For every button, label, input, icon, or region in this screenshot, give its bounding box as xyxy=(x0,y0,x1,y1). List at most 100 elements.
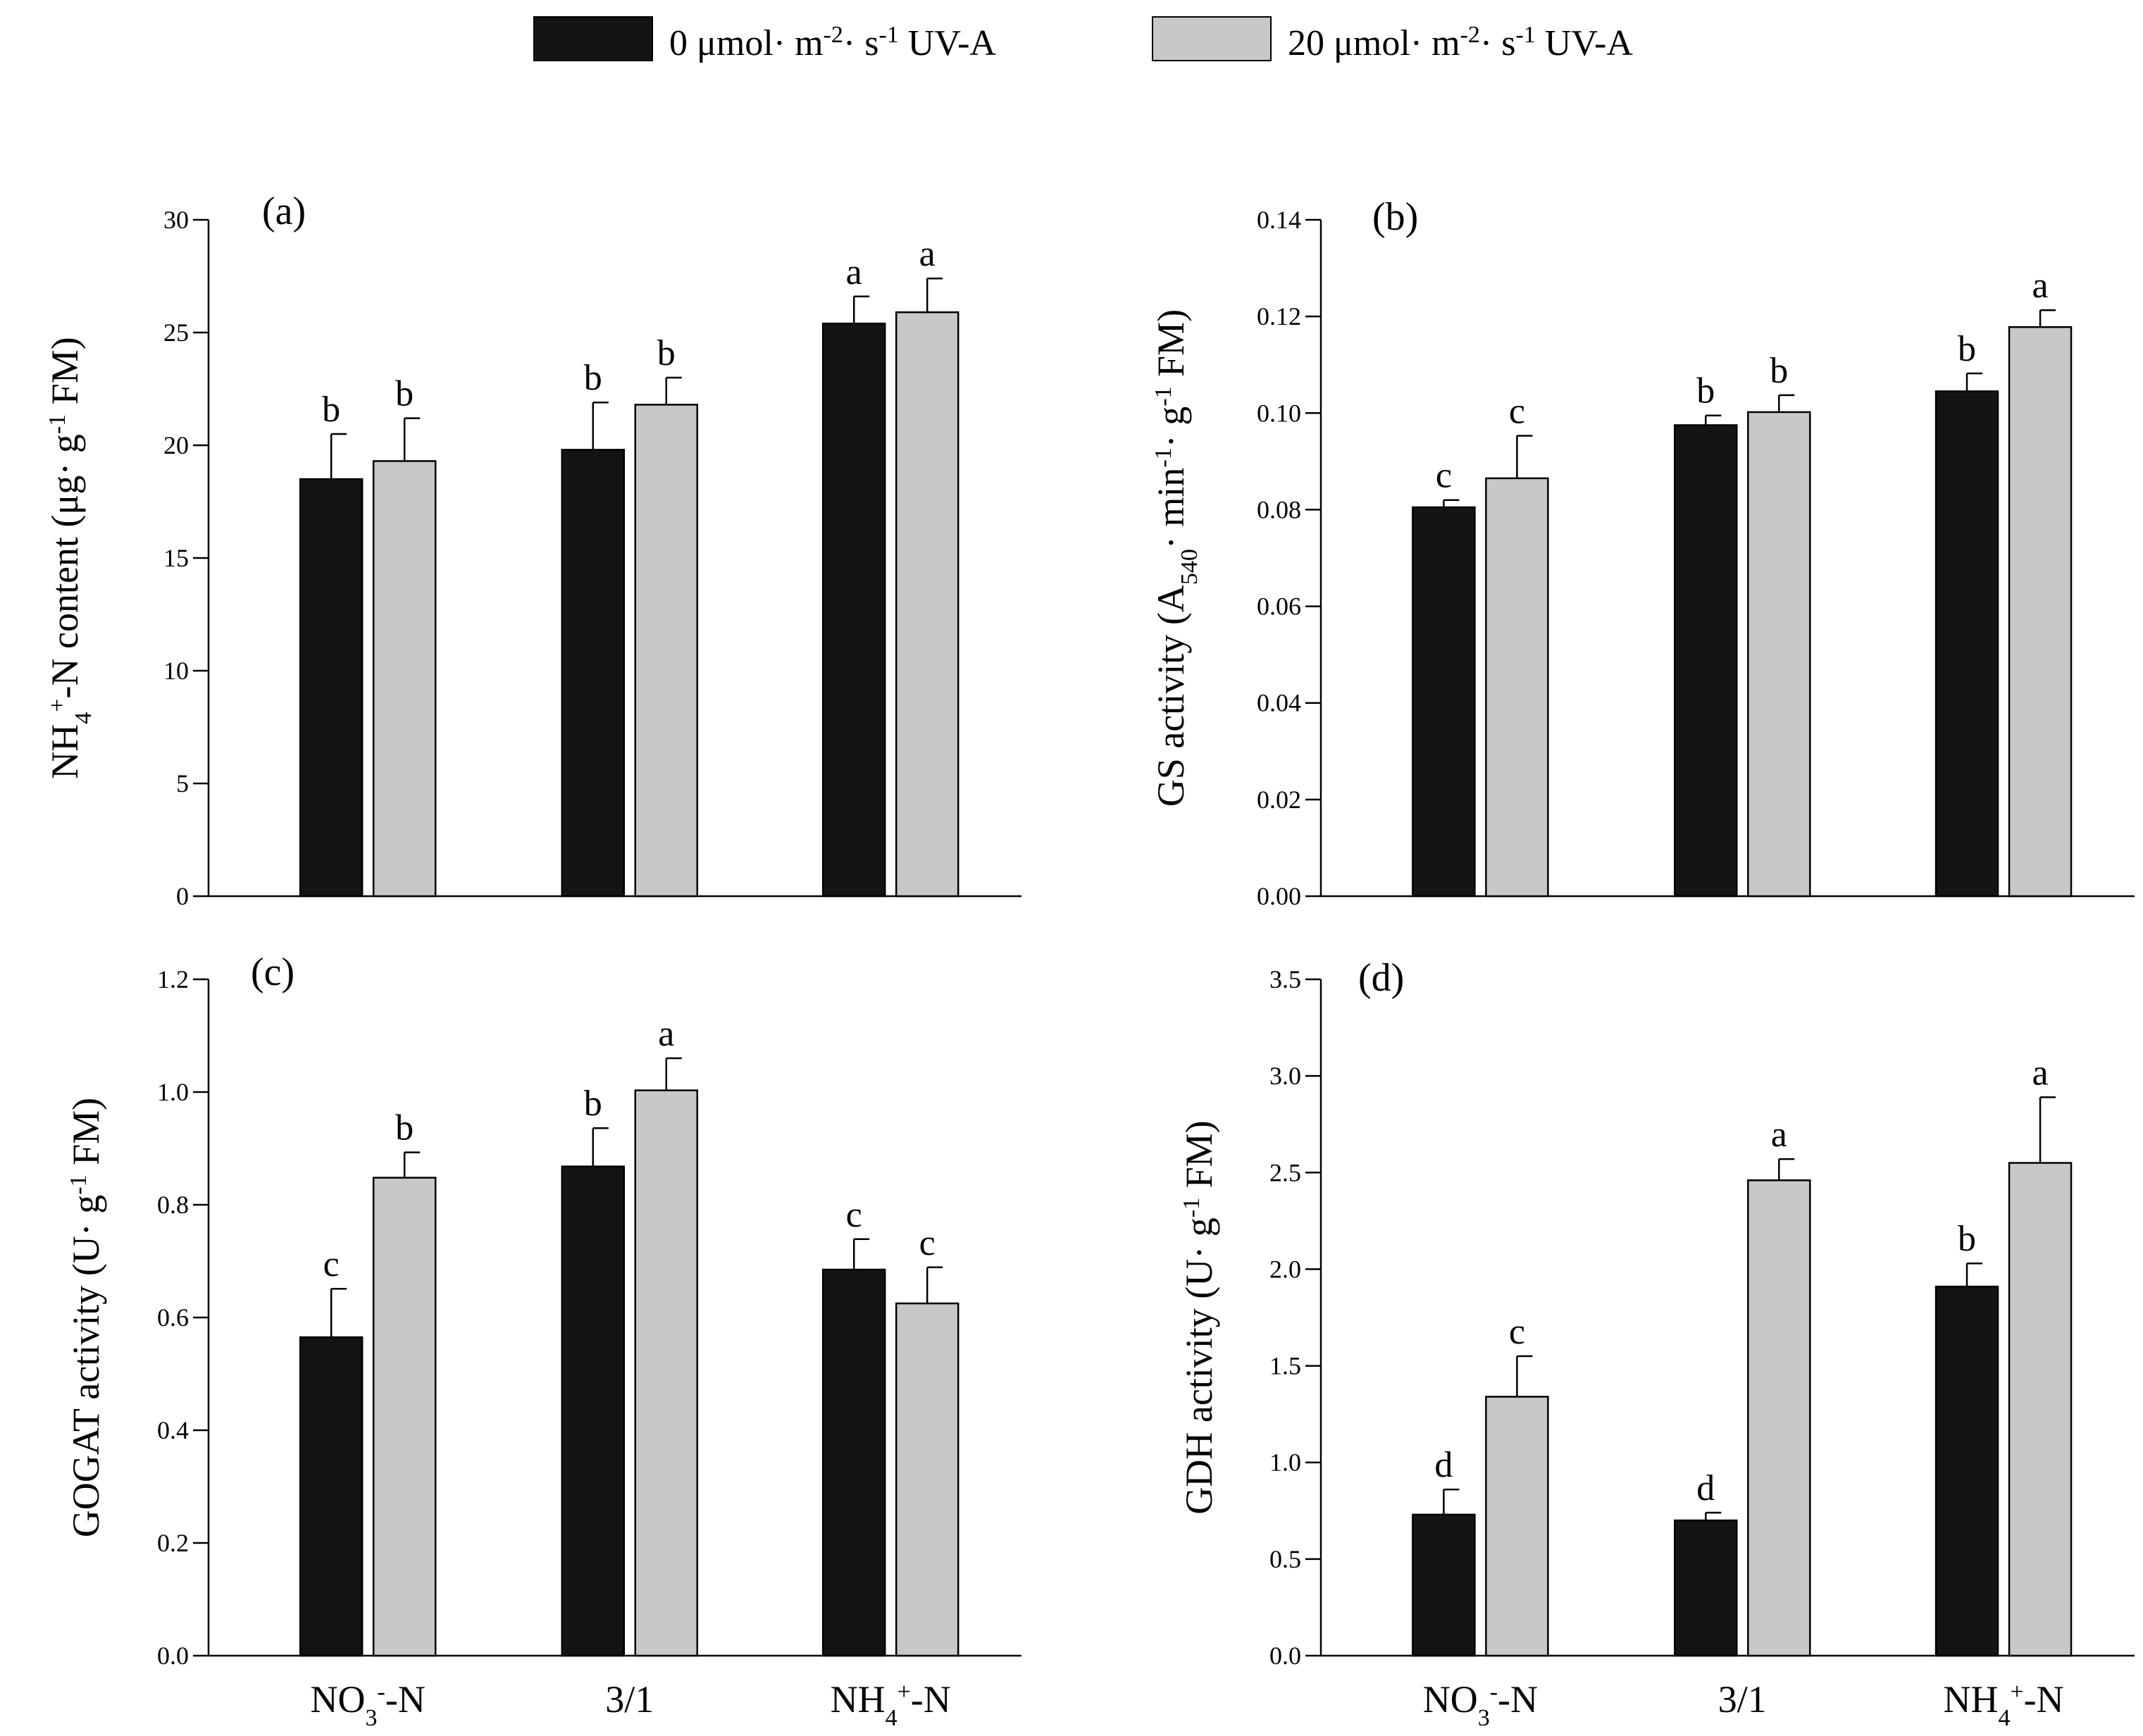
panel-d: 0.0 0.5 1.0 1.5 2.0 2.5 3.0 3.5 GDH activity (U·… xyxy=(1178,956,2135,1731)
panel-a: 0 5 10 15 20 25 30 NH4+-N content (μg· g-1 FM) (… xyxy=(44,190,1021,910)
y-tick-label: 1.0 xyxy=(157,1078,189,1106)
significance-letter: b xyxy=(1958,1219,1976,1259)
significance-letter: a xyxy=(919,234,936,274)
bar-control xyxy=(1412,506,1476,898)
significance-letter: a xyxy=(658,1014,674,1054)
y-tick-label: 0.00 xyxy=(1257,882,1301,910)
bar-uva xyxy=(634,1089,699,1657)
significance-letter: b xyxy=(1696,371,1715,411)
bar-control xyxy=(821,1268,886,1657)
significance-letter: b xyxy=(1958,329,1976,369)
y-tick-label: 2.5 xyxy=(1269,1158,1301,1186)
significance-letter: a xyxy=(2032,266,2048,306)
significance-letter: c xyxy=(323,1244,340,1284)
legend-swatch-uva xyxy=(1152,16,1272,61)
bar-control xyxy=(299,478,364,898)
y-tick-label: 5 xyxy=(176,769,189,798)
y-axis-title: GS activity (A540· min-1· g-1 FM) xyxy=(1150,309,1203,807)
y-axis-title: NH4+-N content (μg· g-1 FM) xyxy=(44,337,97,779)
y-tick-label: 0.02 xyxy=(1257,786,1301,814)
bar-uva xyxy=(634,404,699,898)
bar-control xyxy=(821,322,886,898)
significance-letter: a xyxy=(1771,1115,1787,1155)
bar-uva xyxy=(895,311,959,898)
panel-label: (c) xyxy=(251,950,294,994)
x-category-label: NO3--N xyxy=(1423,1678,1538,1731)
significance-letter: b xyxy=(395,374,414,414)
bar-control xyxy=(1934,1285,1999,1657)
significance-letter: d xyxy=(1434,1445,1453,1485)
y-tick-label: 0.14 xyxy=(1257,206,1301,234)
y-tick-label: 0.12 xyxy=(1257,302,1301,330)
y-tick-label: 0.5 xyxy=(1269,1545,1301,1573)
bar-uva xyxy=(372,1177,437,1657)
y-axis-title: GDH activity (U· g-1 FM) xyxy=(1178,1120,1220,1514)
significance-letter: c xyxy=(1509,1312,1525,1352)
y-tick-label: 25 xyxy=(163,318,189,347)
bar-uva xyxy=(1747,1179,1811,1657)
bar-control xyxy=(1934,390,1999,898)
significance-letter: a xyxy=(846,252,862,292)
x-category-label: NH4+-N xyxy=(1943,1678,2063,1731)
bar-control xyxy=(299,1336,364,1657)
y-tick-label: 2.0 xyxy=(1269,1255,1301,1283)
y-tick-label: 15 xyxy=(163,544,189,572)
bar-uva xyxy=(2008,1162,2073,1657)
bar-control xyxy=(561,449,626,898)
x-category-label: NH4+-N xyxy=(831,1678,951,1731)
legend: 0 μmol· m-2· s-1 UV-A 20 μmol· m-2· s-1 U… xyxy=(533,16,1633,64)
y-tick-label: 0.0 xyxy=(1269,1642,1301,1670)
y-tick-label: 20 xyxy=(163,431,189,459)
significance-letter: b xyxy=(584,358,602,398)
bar-uva xyxy=(895,1302,959,1657)
significance-letter: b xyxy=(657,333,676,373)
y-tick-label: 0.08 xyxy=(1257,495,1301,523)
y-tick-label: 30 xyxy=(163,206,189,234)
y-tick-label: 10 xyxy=(163,657,189,685)
significance-letter: b xyxy=(322,390,340,430)
bar-control xyxy=(561,1165,626,1657)
x-category-label: NO3--N xyxy=(311,1678,426,1731)
y-tick-label: 0.6 xyxy=(157,1303,189,1332)
bar-uva xyxy=(1747,411,1811,898)
significance-letter: b xyxy=(584,1084,602,1124)
significance-letter: b xyxy=(395,1108,414,1148)
significance-letter: a xyxy=(2032,1053,2048,1093)
significance-letter: c xyxy=(846,1195,862,1235)
bar-uva xyxy=(2008,326,2073,898)
y-tick-label: 0.04 xyxy=(1257,689,1301,717)
y-tick-label: 0.10 xyxy=(1257,399,1301,427)
significance-letter: c xyxy=(1509,392,1525,432)
significance-letter: d xyxy=(1696,1468,1715,1508)
x-category-label: 3/1 xyxy=(605,1678,654,1720)
panels: 0 5 10 15 20 25 30 NH4+-N content (μg· g-1 FM) (… xyxy=(44,190,2135,1731)
bar-uva xyxy=(1485,477,1549,898)
legend-label-uva: 20 μmol· m-2· s-1 UV-A xyxy=(1288,22,1633,64)
bar-control xyxy=(1674,1519,1738,1657)
y-tick-label: 0 xyxy=(176,882,189,910)
bar-control xyxy=(1412,1513,1476,1657)
y-tick-label: 1.2 xyxy=(157,965,189,993)
panel-b: 0.00 0.02 0.04 0.06 0.08 0.10 0.12 0.14 GS activ… xyxy=(1150,195,2135,910)
significance-letter: b xyxy=(1770,351,1788,391)
y-tick-label: 0.06 xyxy=(1257,593,1301,621)
y-tick-label: 0.2 xyxy=(157,1529,189,1557)
significance-letter: c xyxy=(1436,456,1452,496)
y-tick-label: 1.5 xyxy=(1269,1352,1301,1380)
legend-label-control: 0 μmol· m-2· s-1 UV-A xyxy=(669,22,996,64)
bar-uva xyxy=(372,460,437,898)
y-axis-title: GOGAT activity (U· g-1 FM) xyxy=(65,1098,107,1537)
panel-c: 0.0 0.2 0.4 0.6 0.8 1.0 1.2 GOGAT activity (U· … xyxy=(65,950,1021,1731)
legend-swatch-control xyxy=(533,16,653,61)
x-category-label: 3/1 xyxy=(1718,1678,1767,1720)
panel-label: (b) xyxy=(1372,195,1418,239)
y-tick-label: 0.8 xyxy=(157,1191,189,1219)
y-tick-label: 3.5 xyxy=(1269,965,1301,993)
panel-label: (a) xyxy=(262,190,306,233)
y-tick-label: 3.0 xyxy=(1269,1062,1301,1090)
panel-label: (d) xyxy=(1358,956,1404,1000)
y-tick-label: 0.0 xyxy=(157,1642,189,1670)
y-tick-label: 0.4 xyxy=(157,1416,189,1444)
bar-control xyxy=(1674,424,1738,898)
